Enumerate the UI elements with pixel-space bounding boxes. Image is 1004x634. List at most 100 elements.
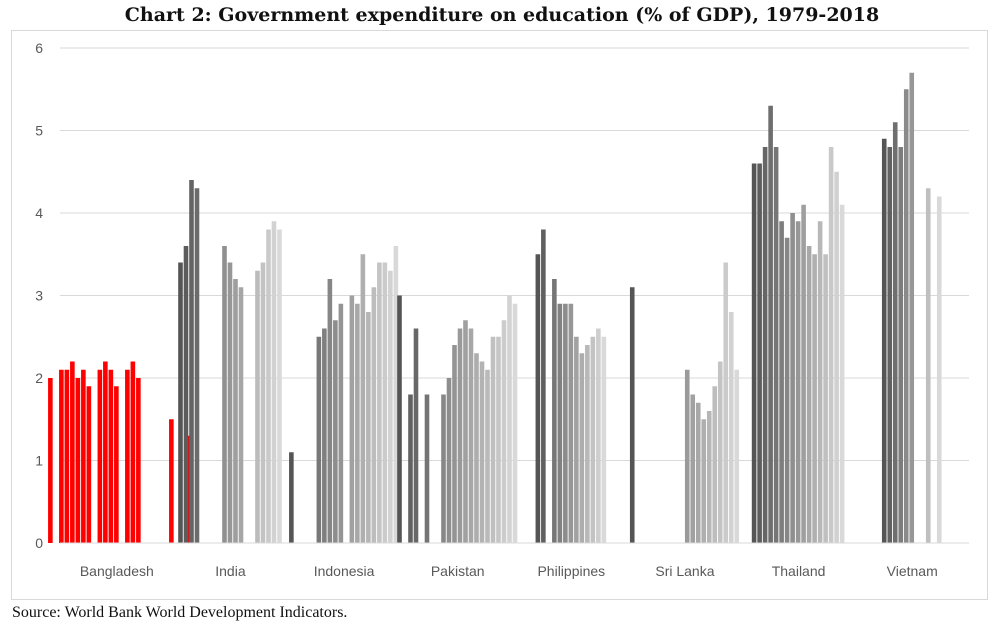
x-tick-label: Bangladesh xyxy=(80,563,154,579)
bar-vietnam xyxy=(887,147,893,543)
bar-pakistan xyxy=(501,320,507,543)
bar-indonesia xyxy=(289,452,294,543)
bar-indonesia xyxy=(382,262,388,543)
bar-sri-lanka xyxy=(706,411,712,543)
y-tick-label: 3 xyxy=(35,288,43,304)
bar-pakistan xyxy=(479,361,485,543)
bar-sri-lanka xyxy=(690,394,696,543)
bar-pakistan xyxy=(463,320,468,543)
bar-indonesia xyxy=(316,336,322,543)
bar-bangladesh xyxy=(59,369,64,543)
bar-thailand xyxy=(757,163,762,543)
bar-philippines xyxy=(557,303,563,543)
bar-indonesia xyxy=(371,287,377,543)
bar-philippines xyxy=(585,345,590,543)
bar-bangladesh xyxy=(86,386,92,543)
bar-india xyxy=(271,221,277,543)
bar-india xyxy=(255,270,260,543)
bar-sri-lanka xyxy=(728,312,734,543)
bar-vietnam xyxy=(909,72,915,543)
y-tick-label: 0 xyxy=(35,535,43,551)
y-tick-label: 5 xyxy=(35,123,43,139)
bar-thailand xyxy=(839,204,845,543)
x-tick-label: India xyxy=(215,563,246,579)
bar-thailand xyxy=(823,254,828,543)
y-tick-label: 1 xyxy=(35,453,43,469)
bar-indonesia xyxy=(349,295,355,543)
bar-india xyxy=(238,287,244,543)
bar-bangladesh xyxy=(81,369,86,543)
bar-india xyxy=(233,279,238,543)
bar-pakistan xyxy=(408,394,413,543)
bar-india xyxy=(260,262,266,543)
bar-sri-lanka xyxy=(684,369,690,543)
bar-bangladesh xyxy=(136,378,141,543)
bar-thailand xyxy=(768,105,773,543)
bar-philippines xyxy=(579,353,585,543)
bar-thailand xyxy=(834,171,839,543)
bar-indonesia xyxy=(327,279,333,543)
bar-pakistan xyxy=(441,394,446,543)
bar-pakistan xyxy=(490,336,496,543)
bar-indonesia xyxy=(360,254,366,543)
bar-vietnam xyxy=(898,147,904,543)
bar-philippines xyxy=(568,303,574,543)
bar-bangladesh xyxy=(75,378,81,543)
bar-bangladesh xyxy=(108,369,114,543)
bar-pakistan xyxy=(468,328,474,543)
bar-india xyxy=(266,229,271,543)
bar-bangladesh xyxy=(48,378,53,543)
bar-sri-lanka xyxy=(695,402,701,543)
bar-indonesia xyxy=(388,270,393,543)
bar-thailand xyxy=(784,237,790,543)
bar-philippines xyxy=(535,254,541,543)
bar-philippines xyxy=(596,328,601,543)
bar-india xyxy=(277,229,282,543)
bar-thailand xyxy=(817,221,823,543)
x-tick-label: Philippines xyxy=(537,563,605,579)
bar-bangladesh xyxy=(169,419,174,543)
bar-philippines xyxy=(574,336,579,543)
bar-pakistan xyxy=(485,369,490,543)
bar-philippines xyxy=(552,279,557,543)
bar-indonesia xyxy=(355,303,360,543)
bar-vietnam xyxy=(936,196,942,543)
bar-india xyxy=(189,180,194,543)
y-tick-label: 2 xyxy=(35,370,43,386)
bar-sri-lanka xyxy=(734,369,740,543)
bar-philippines xyxy=(541,229,546,543)
bar-indonesia xyxy=(338,303,344,543)
bar-thailand xyxy=(828,147,834,543)
bar-india xyxy=(194,188,200,543)
bar-vietnam xyxy=(925,188,931,543)
bar-bangladesh xyxy=(97,369,103,543)
bar-indonesia xyxy=(333,320,338,543)
bar-thailand xyxy=(806,246,812,543)
bar-indonesia xyxy=(393,246,399,543)
bar-thailand xyxy=(790,213,795,543)
bar-pakistan xyxy=(397,295,402,543)
source-note: Source: World Bank World Development Ind… xyxy=(12,604,348,621)
bar-bangladesh xyxy=(103,361,108,543)
bar-philippines xyxy=(601,336,607,543)
bar-philippines xyxy=(590,336,596,543)
bar-sri-lanka xyxy=(717,361,723,543)
bar-thailand xyxy=(801,204,806,543)
x-tick-label: Sri Lanka xyxy=(655,563,714,579)
bar-pakistan xyxy=(413,328,419,543)
bar-thailand xyxy=(773,147,779,543)
bar-india xyxy=(227,262,233,543)
y-tick-label: 6 xyxy=(35,40,43,56)
bar-thailand xyxy=(779,221,784,543)
bar-pakistan xyxy=(507,295,512,543)
bar-sri-lanka xyxy=(701,419,707,543)
bar-bangladesh xyxy=(130,361,136,543)
bar-bangladesh xyxy=(114,386,119,543)
bar-thailand xyxy=(762,147,768,543)
x-tick-label: Indonesia xyxy=(314,563,375,579)
bar-pakistan xyxy=(446,378,452,543)
bar-philippines xyxy=(563,303,568,543)
bar-indonesia xyxy=(322,328,327,543)
bar-pakistan xyxy=(424,394,430,543)
chart-svg: 0 1 2 3 4 5 6 Bangladesh India Indonesia Pakistan P… xyxy=(35,40,969,579)
